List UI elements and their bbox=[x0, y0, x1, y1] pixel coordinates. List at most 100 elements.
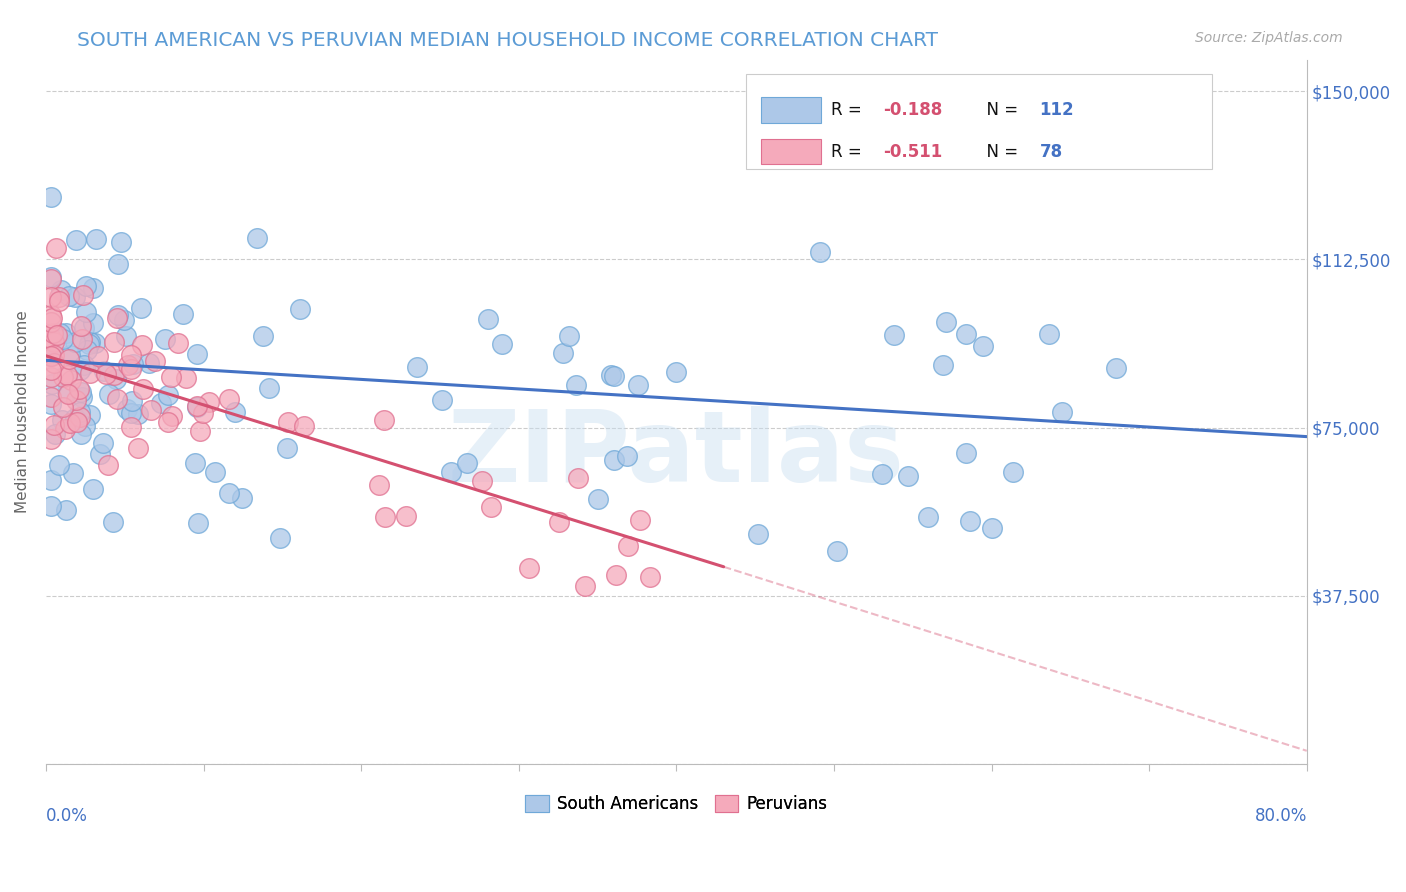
Text: 80.0%: 80.0% bbox=[1254, 806, 1306, 824]
Point bbox=[917, 510, 939, 524]
Point bbox=[44, 334, 66, 349]
Point bbox=[39, 349, 62, 363]
Point bbox=[67, 382, 90, 396]
Point bbox=[456, 456, 478, 470]
Point bbox=[58, 288, 80, 302]
Point bbox=[574, 579, 596, 593]
Point bbox=[107, 308, 129, 322]
Y-axis label: Median Household Income: Median Household Income bbox=[15, 310, 30, 513]
FancyBboxPatch shape bbox=[745, 74, 1212, 169]
Point bbox=[39, 369, 62, 384]
Point bbox=[972, 339, 994, 353]
Point bbox=[368, 478, 391, 492]
Point bbox=[39, 390, 62, 404]
Point bbox=[104, 371, 127, 385]
Point bbox=[79, 408, 101, 422]
Point bbox=[86, 349, 108, 363]
Text: -0.511: -0.511 bbox=[883, 143, 942, 161]
Point bbox=[52, 370, 75, 384]
Text: 0.0%: 0.0% bbox=[46, 806, 87, 824]
Point bbox=[551, 346, 574, 360]
Point bbox=[53, 422, 76, 436]
Point bbox=[162, 409, 184, 423]
Point bbox=[188, 424, 211, 438]
Point bbox=[747, 527, 769, 541]
Point bbox=[39, 271, 62, 285]
Point bbox=[70, 332, 93, 346]
Point bbox=[252, 329, 274, 343]
Point bbox=[97, 458, 120, 472]
Point bbox=[58, 351, 80, 366]
Point bbox=[69, 404, 91, 418]
Point bbox=[269, 531, 291, 545]
Point bbox=[56, 386, 79, 401]
Point bbox=[517, 561, 540, 575]
Point bbox=[82, 482, 104, 496]
Point bbox=[897, 468, 920, 483]
Point bbox=[955, 326, 977, 341]
Text: Source: ZipAtlas.com: Source: ZipAtlas.com bbox=[1195, 31, 1343, 45]
Point bbox=[103, 515, 125, 529]
Point bbox=[131, 338, 153, 352]
Point bbox=[120, 348, 142, 362]
Point bbox=[204, 465, 226, 479]
Point bbox=[48, 458, 70, 472]
Point bbox=[70, 426, 93, 441]
Point bbox=[69, 363, 91, 377]
Point bbox=[246, 231, 269, 245]
Point bbox=[83, 336, 105, 351]
Point bbox=[82, 316, 104, 330]
Point bbox=[69, 409, 91, 424]
Point bbox=[121, 394, 143, 409]
Point bbox=[39, 190, 62, 204]
Point bbox=[69, 384, 91, 399]
Point bbox=[405, 360, 427, 375]
Point bbox=[1105, 361, 1128, 376]
Point bbox=[39, 432, 62, 446]
Point bbox=[127, 407, 149, 421]
Point bbox=[84, 231, 107, 245]
Point bbox=[59, 417, 82, 431]
Point bbox=[52, 401, 75, 415]
Point bbox=[288, 301, 311, 316]
Point bbox=[105, 392, 128, 407]
Point bbox=[827, 544, 849, 558]
Point bbox=[115, 328, 138, 343]
Point bbox=[184, 456, 207, 470]
Point bbox=[955, 446, 977, 460]
Point bbox=[77, 336, 100, 351]
Point bbox=[42, 326, 65, 341]
Point bbox=[224, 405, 246, 419]
Point bbox=[259, 381, 281, 395]
Point bbox=[138, 355, 160, 369]
Point bbox=[107, 257, 129, 271]
Point bbox=[481, 500, 503, 514]
Point bbox=[567, 471, 589, 485]
Point bbox=[565, 378, 588, 392]
Point bbox=[82, 281, 104, 295]
Point bbox=[44, 427, 66, 442]
Point bbox=[105, 311, 128, 326]
Point bbox=[65, 233, 87, 247]
Point bbox=[153, 332, 176, 346]
Point bbox=[66, 415, 89, 429]
Point bbox=[373, 413, 395, 427]
Point bbox=[103, 368, 125, 382]
Point bbox=[115, 402, 138, 417]
Point bbox=[139, 403, 162, 417]
Point bbox=[55, 326, 77, 341]
Point bbox=[98, 387, 121, 401]
FancyBboxPatch shape bbox=[761, 139, 821, 164]
Point bbox=[374, 509, 396, 524]
Point bbox=[883, 328, 905, 343]
Point bbox=[39, 500, 62, 514]
Point bbox=[143, 354, 166, 368]
Point bbox=[46, 328, 69, 343]
Point bbox=[39, 473, 62, 487]
Point bbox=[1002, 465, 1025, 479]
Point bbox=[73, 321, 96, 335]
Text: R =: R = bbox=[831, 101, 868, 119]
Point bbox=[160, 369, 183, 384]
Point bbox=[935, 315, 957, 329]
Point bbox=[980, 521, 1002, 535]
